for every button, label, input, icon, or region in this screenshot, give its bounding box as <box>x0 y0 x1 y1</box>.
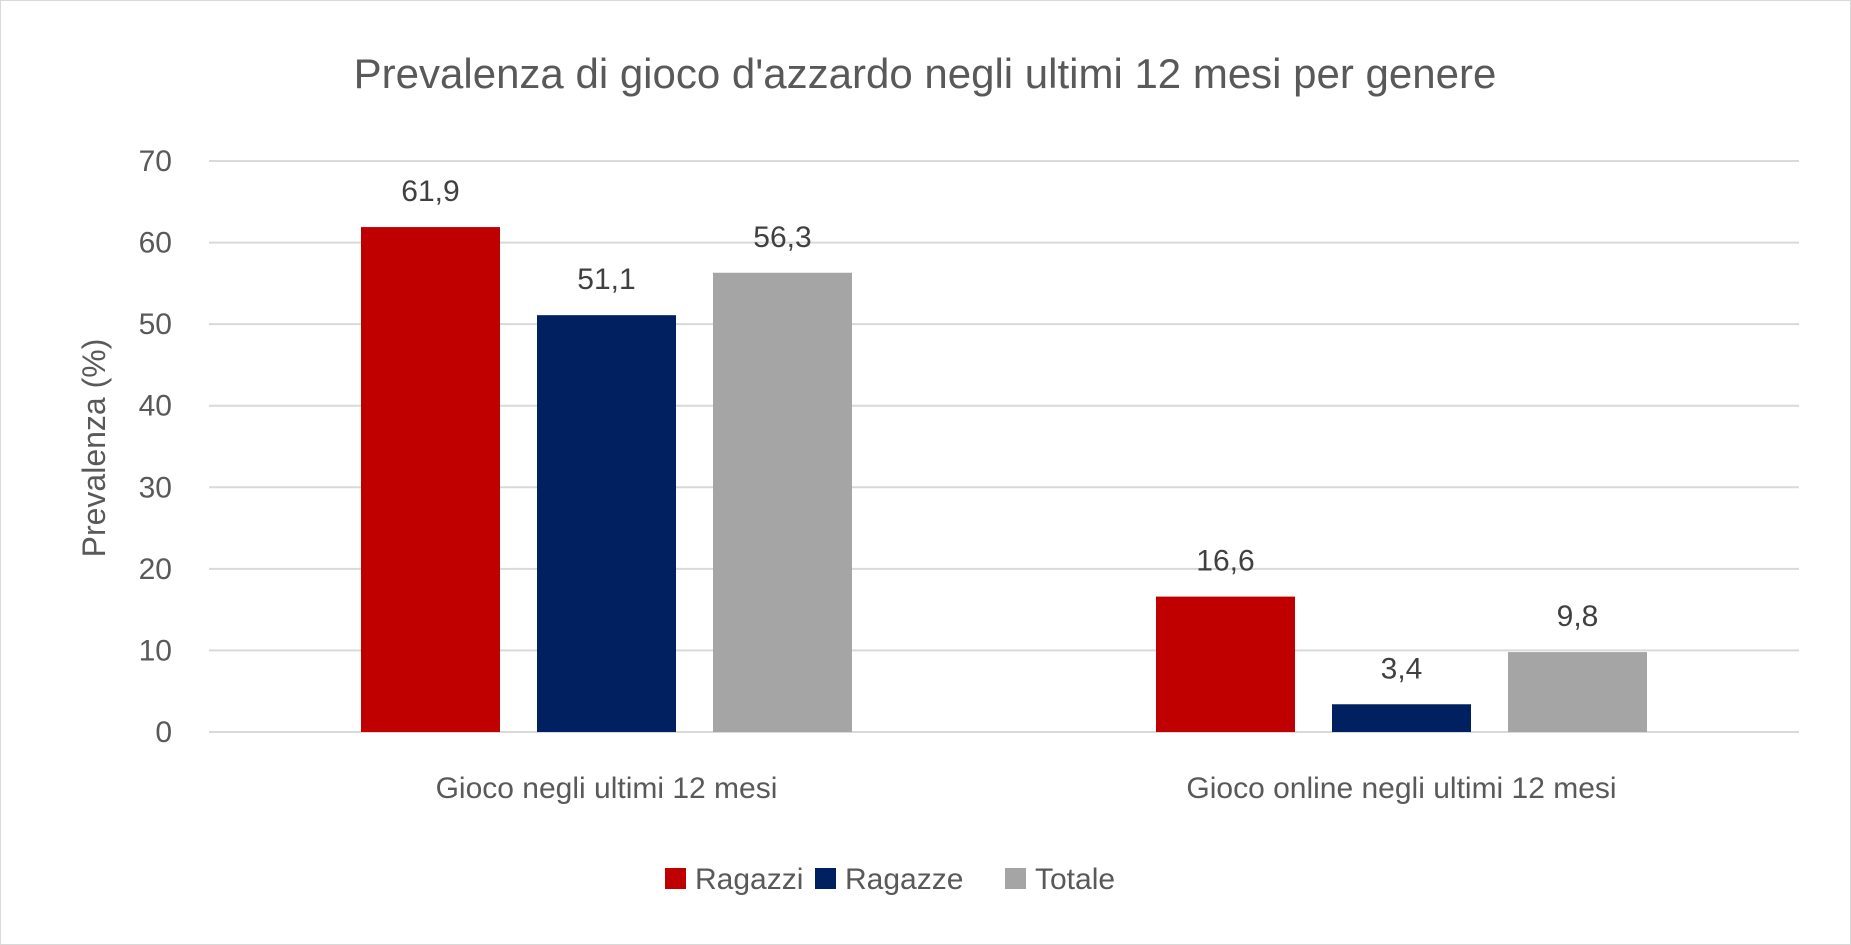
data-label: 51,1 <box>577 263 635 296</box>
y-tick-label: 70 <box>139 145 172 178</box>
y-axis-label: Prevalenza (%) <box>76 339 112 558</box>
chart-title: Prevalenza di gioco d'azzardo negli ulti… <box>354 50 1497 97</box>
legend-swatch <box>1005 868 1026 889</box>
bar-ragazze <box>537 315 676 732</box>
legend-item-ragazzi: Ragazzi <box>665 863 803 896</box>
data-label: 56,3 <box>753 221 811 254</box>
legend-label: Ragazze <box>845 863 963 896</box>
x-category-label: Gioco online negli ultimi 12 mesi <box>1186 772 1616 805</box>
bar-ragazzi <box>1156 596 1295 732</box>
bar-ragazzi <box>361 227 500 732</box>
y-tick-label: 40 <box>139 390 172 423</box>
legend-item-totale: Totale <box>1005 863 1115 896</box>
legend-label: Ragazzi <box>695 863 803 896</box>
bar-totale <box>713 272 852 732</box>
y-tick-label: 60 <box>139 227 172 260</box>
y-tick-label: 10 <box>139 634 172 667</box>
y-tick-label: 30 <box>139 471 172 504</box>
y-tick-label: 20 <box>139 553 172 586</box>
y-tick-label: 50 <box>139 308 172 341</box>
data-label: 16,6 <box>1196 545 1254 578</box>
bar-totale <box>1508 652 1647 732</box>
y-tick-label: 0 <box>155 716 172 749</box>
data-label: 3,4 <box>1381 652 1423 685</box>
legend-swatch <box>815 868 836 889</box>
x-category-label: Gioco negli ultimi 12 mesi <box>436 772 778 805</box>
legend-item-ragazze: Ragazze <box>815 863 963 896</box>
data-label: 9,8 <box>1557 600 1599 633</box>
legend-swatch <box>665 868 686 889</box>
data-label: 61,9 <box>401 175 459 208</box>
legend-label: Totale <box>1035 863 1115 896</box>
bar-ragazze <box>1332 704 1471 732</box>
